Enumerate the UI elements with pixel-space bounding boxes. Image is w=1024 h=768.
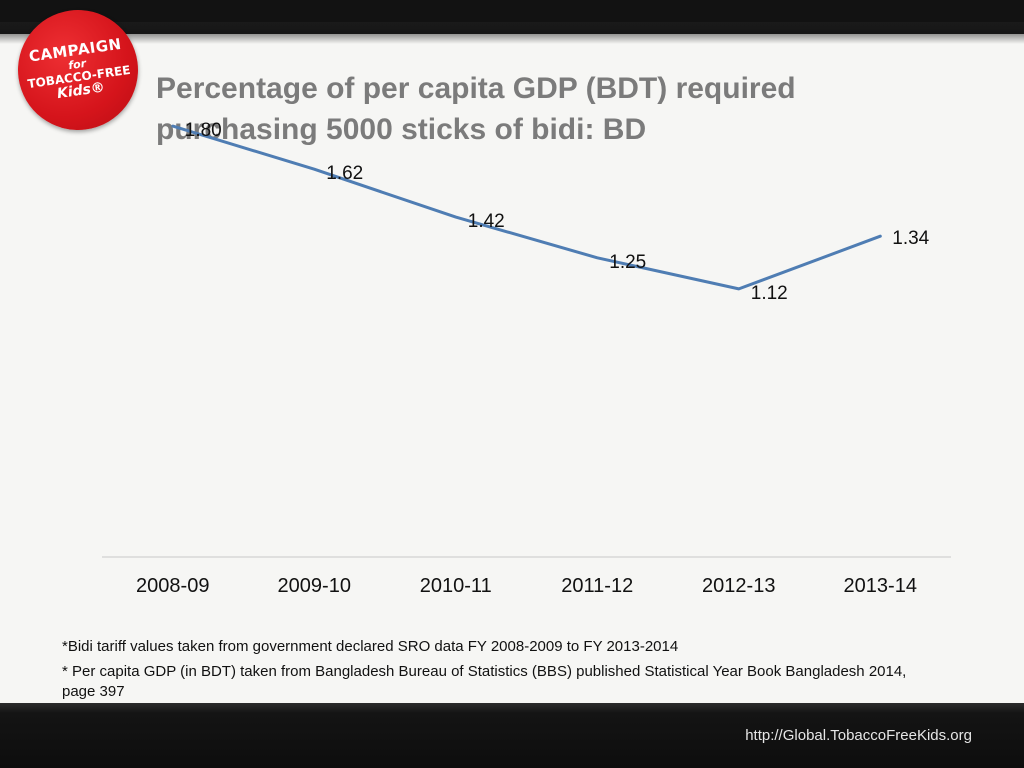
x-tick-label: 2010-11 <box>420 575 492 597</box>
x-tick-label: 2012-13 <box>702 575 775 597</box>
x-tick-labels: 2008-09 2009-10 2010-11 2011-12 2012-13 2013-… <box>136 575 917 597</box>
data-label: 1.42 <box>468 211 505 232</box>
page-title-line1: Percentage of per capita GDP (BDT) requi… <box>156 72 796 105</box>
page-title: Percentage of per capita GDP (BDT) requi… <box>156 68 956 150</box>
data-label: 1.12 <box>751 283 788 304</box>
data-label: 1.80 <box>185 120 222 141</box>
x-tick-label: 2008-09 <box>136 575 209 597</box>
page-title-line2: purchasing 5000 sticks of bidi: BD <box>156 113 647 146</box>
footnote-gdp: * Per capita GDP (in BDT) taken from Ban… <box>62 663 907 700</box>
data-label: 1.25 <box>609 252 646 273</box>
x-tick-label: 2013-14 <box>844 575 917 597</box>
series-line <box>171 124 882 291</box>
data-label: 1.62 <box>326 163 363 184</box>
data-label: 1.34 <box>892 228 929 249</box>
top-band-edge <box>0 22 1024 44</box>
footnote-tariff: *Bidi tariff values taken from governmen… <box>62 638 679 655</box>
bottom-band <box>0 703 1024 768</box>
footer-link[interactable]: http://Global.TobaccoFreeKids.org <box>745 727 972 744</box>
x-tick-label: 2009-10 <box>278 575 351 597</box>
data-labels: 1.80 1.62 1.42 1.25 1.12 1.34 <box>185 120 930 304</box>
x-tick-label: 2011-12 <box>561 575 633 597</box>
